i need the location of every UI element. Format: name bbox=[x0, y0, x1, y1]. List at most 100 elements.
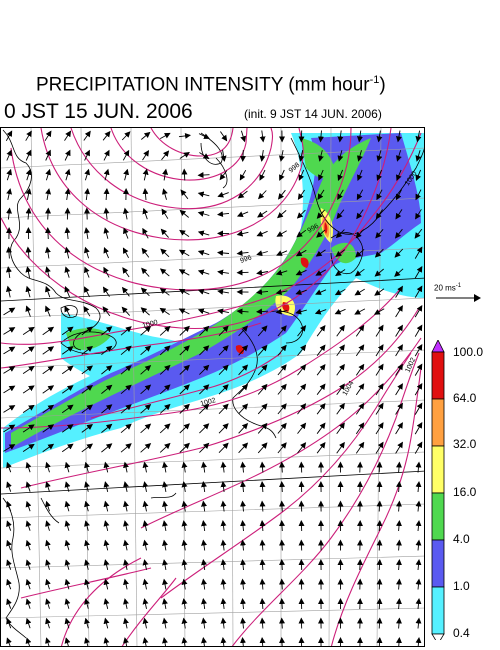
wind-vector bbox=[336, 344, 345, 357]
wind-vector bbox=[84, 578, 90, 590]
wind-vector bbox=[298, 169, 305, 181]
wind-vector bbox=[44, 246, 51, 259]
wind-vector bbox=[256, 230, 268, 237]
wind-vector bbox=[181, 500, 188, 512]
wind-vector bbox=[376, 130, 383, 143]
wind-vector bbox=[295, 308, 307, 315]
wind-vector bbox=[178, 288, 190, 295]
wind-vector bbox=[42, 346, 55, 355]
wind-vector bbox=[257, 210, 268, 218]
isobar bbox=[231, 352, 420, 646]
isobar-label: 996 bbox=[307, 223, 321, 235]
frame-line bbox=[1, 470, 424, 495]
wind-vector bbox=[159, 345, 171, 356]
wind-vector bbox=[84, 481, 90, 492]
wind-vector bbox=[217, 249, 230, 256]
isobar bbox=[330, 367, 422, 646]
wind-vector bbox=[123, 520, 129, 531]
wind-vector bbox=[3, 307, 16, 316]
wind-vector bbox=[334, 308, 346, 315]
wind-vector bbox=[316, 209, 325, 219]
wind-vector bbox=[25, 481, 32, 492]
wind-vector bbox=[238, 364, 249, 376]
wind-vector bbox=[123, 598, 129, 609]
wind-vector bbox=[276, 250, 288, 256]
wind-vector bbox=[396, 539, 402, 551]
wind-vector bbox=[45, 598, 51, 609]
wind-vector bbox=[64, 461, 71, 473]
wind-vector bbox=[142, 578, 149, 590]
wind-vector bbox=[318, 169, 324, 181]
grid-line bbox=[30, 128, 42, 646]
wind-vector bbox=[316, 402, 326, 415]
isobar-label: 1004 bbox=[342, 380, 356, 397]
wind-vector bbox=[3, 385, 16, 394]
wind-vector bbox=[159, 442, 171, 453]
wind-vector bbox=[376, 520, 383, 532]
wind-vector bbox=[236, 211, 249, 217]
legend-swatch bbox=[431, 445, 445, 494]
wind-vector bbox=[277, 325, 287, 337]
wind-vector bbox=[84, 617, 90, 629]
wind-vector bbox=[414, 363, 423, 376]
wind-vector bbox=[375, 344, 384, 357]
wind-vector bbox=[201, 539, 207, 551]
wind-vector bbox=[316, 422, 326, 434]
wind-vector bbox=[236, 308, 249, 315]
wind-vector bbox=[298, 150, 305, 162]
wind-vector bbox=[180, 189, 189, 200]
wind-vector bbox=[123, 539, 129, 551]
wind-vector bbox=[415, 481, 422, 493]
wind-vector bbox=[376, 189, 383, 201]
wind-vector bbox=[121, 131, 131, 141]
wind-vector bbox=[297, 422, 307, 434]
wind-vector bbox=[178, 269, 190, 276]
wind-vector bbox=[277, 422, 287, 434]
wind-vector bbox=[277, 344, 287, 356]
wind-vector bbox=[197, 250, 210, 256]
wind-vector bbox=[179, 423, 190, 434]
wind-vector bbox=[103, 461, 110, 473]
wind-vector bbox=[5, 130, 13, 142]
coastline bbox=[330, 232, 364, 275]
wind-vector bbox=[102, 306, 111, 317]
wind-vector bbox=[376, 617, 383, 629]
wind-vector bbox=[25, 559, 32, 570]
wind-vector bbox=[84, 559, 90, 570]
wind-vector bbox=[61, 385, 74, 394]
wind-vector bbox=[336, 422, 345, 435]
wind-vector bbox=[64, 188, 71, 200]
wind-vector bbox=[81, 326, 93, 336]
wind-vector bbox=[316, 229, 326, 238]
wind-vector bbox=[123, 559, 129, 570]
wind-vector bbox=[217, 191, 229, 198]
wind-vector bbox=[101, 423, 113, 433]
wind-vector bbox=[25, 637, 32, 646]
wind-vector bbox=[337, 130, 344, 143]
legend-level-label: 32.0 bbox=[453, 437, 477, 451]
wind-vector bbox=[395, 150, 402, 162]
wind-vector bbox=[25, 500, 32, 512]
wind-vector bbox=[217, 211, 230, 218]
wind-vector bbox=[394, 228, 403, 239]
isobar bbox=[150, 128, 234, 157]
wind-vector bbox=[217, 288, 229, 295]
wind-vector bbox=[356, 189, 364, 201]
wind-vector bbox=[199, 364, 210, 375]
wind-vector bbox=[123, 227, 129, 239]
wind-vector bbox=[103, 520, 110, 532]
wind-vector bbox=[315, 249, 326, 257]
wind-vector bbox=[415, 578, 422, 590]
wind-vector bbox=[84, 520, 90, 531]
wind-vector bbox=[376, 559, 383, 571]
wind-vector bbox=[45, 637, 51, 646]
wind-vector bbox=[239, 169, 247, 181]
wind-vector bbox=[198, 133, 210, 139]
wind-vector bbox=[142, 617, 149, 629]
wind-vector bbox=[6, 149, 12, 161]
wind-vector bbox=[25, 598, 32, 609]
wind-vector bbox=[259, 130, 266, 143]
wind-vector bbox=[218, 364, 229, 376]
wind-vector bbox=[395, 324, 403, 337]
wind-vector bbox=[45, 305, 51, 317]
